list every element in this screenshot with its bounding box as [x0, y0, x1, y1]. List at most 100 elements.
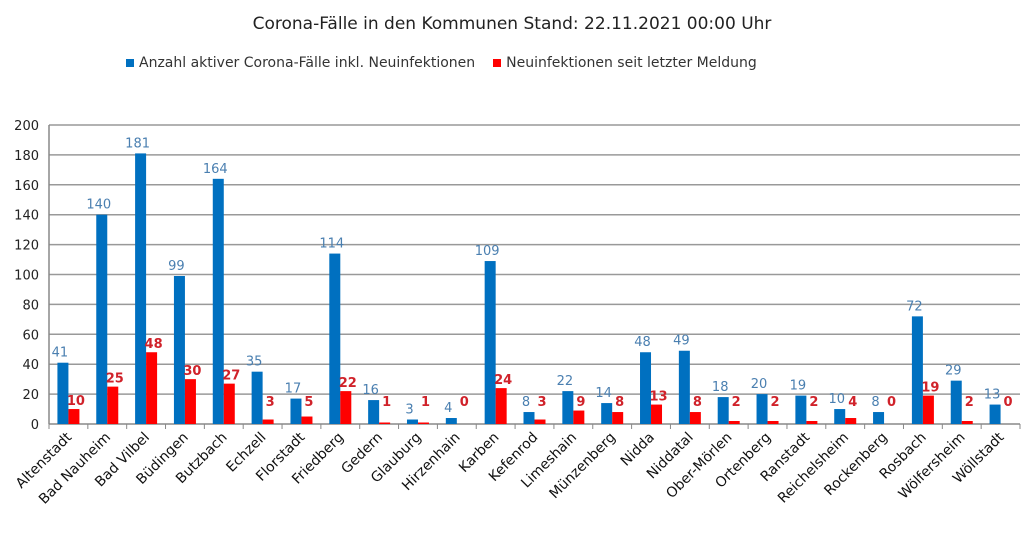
bar-active-cases [135, 153, 147, 424]
data-label-new: 8 [615, 395, 624, 410]
bar-new-infections [845, 418, 857, 424]
bar-new-infections [340, 391, 352, 424]
data-label-new: 4 [848, 395, 857, 410]
legend-label-active: Anzahl aktiver Corona-Fälle inkl. Neuinf… [139, 55, 476, 71]
data-label-new: 3 [537, 395, 546, 410]
bar-new-infections [922, 395, 934, 424]
data-label-active: 18 [712, 380, 729, 395]
data-label-new: 48 [145, 337, 163, 352]
data-label-new: 10 [67, 394, 85, 409]
data-label-new: 2 [771, 395, 780, 410]
legend-item-active: Anzahl aktiver Corona-Fälle inkl. Neuinf… [126, 55, 475, 71]
legend-item-new: Neuinfektionen seit letzter Meldung [493, 55, 757, 71]
bar-active-cases [911, 316, 923, 424]
y-tick-label: 180 [14, 149, 39, 164]
bar-active-cases [950, 380, 962, 424]
data-label-new: 2 [732, 395, 741, 410]
data-label-new: 13 [649, 390, 667, 405]
data-label-active: 99 [168, 259, 185, 274]
bar-active-cases [445, 418, 457, 424]
data-label-active: 72 [906, 299, 923, 314]
bar-active-cases [329, 253, 341, 424]
y-tick-label: 160 [14, 179, 39, 194]
bar-new-infections [961, 421, 973, 424]
y-tick-label: 0 [31, 418, 39, 433]
data-label-new: 22 [339, 376, 357, 391]
data-label-active: 14 [595, 386, 612, 401]
data-label-active: 41 [52, 346, 69, 361]
bar-new-infections [534, 419, 546, 424]
data-label-active: 19 [790, 379, 807, 394]
data-label-new: 3 [266, 395, 275, 410]
bar-active-cases [873, 412, 885, 424]
data-label-active: 114 [319, 237, 344, 252]
data-label-active: 10 [828, 392, 845, 407]
y-tick-label: 200 [14, 119, 39, 134]
data-label-new: 8 [693, 395, 702, 410]
bar-new-infections [767, 421, 779, 424]
bar-active-cases [601, 403, 613, 424]
data-label-active: 22 [557, 374, 574, 389]
legend: Anzahl aktiver Corona-Fälle inkl. Neuinf… [126, 55, 757, 71]
data-label-active: 109 [475, 244, 500, 259]
bar-active-cases [640, 352, 652, 424]
bar-new-infections [107, 386, 119, 424]
bar-active-cases [678, 350, 690, 424]
bar-new-infections [379, 422, 391, 424]
data-label-active: 13 [984, 388, 1001, 403]
data-label-active: 16 [362, 383, 379, 398]
data-label-new: 30 [183, 364, 201, 379]
bar-new-infections [573, 410, 585, 424]
y-tick-label: 140 [14, 209, 39, 224]
y-tick-label: 20 [22, 388, 39, 403]
data-label-active: 35 [246, 355, 263, 370]
data-label-active: 4 [444, 401, 452, 416]
y-tick-label: 120 [14, 239, 39, 254]
bar-active-cases [290, 398, 302, 424]
bar-new-infections [68, 409, 80, 424]
bar-new-infections [495, 388, 507, 424]
bar-active-cases [484, 261, 496, 424]
data-label-active: 29 [945, 364, 962, 379]
bar-active-cases [251, 371, 263, 424]
legend-swatch-new [493, 59, 502, 67]
bar-active-cases [368, 400, 380, 424]
y-tick-label: 100 [14, 269, 39, 284]
data-label-new: 0 [887, 395, 896, 410]
data-label-active: 181 [125, 136, 150, 151]
data-label-active: 164 [203, 162, 228, 177]
bar-new-infections [223, 383, 235, 424]
data-label-active: 8 [871, 395, 879, 410]
data-label-active: 17 [285, 382, 302, 397]
bar-active-cases [562, 391, 574, 424]
bar-new-infections [612, 412, 624, 424]
data-label-new: 24 [494, 373, 512, 388]
bar-active-cases [756, 394, 768, 424]
chart-title: Corona-Fälle in den Kommunen Stand: 22.1… [252, 14, 772, 34]
data-label-new: 27 [222, 369, 240, 384]
legend-label-new: Neuinfektionen seit letzter Meldung [506, 55, 757, 71]
data-label-new: 19 [921, 381, 939, 396]
data-label-new: 2 [965, 395, 974, 410]
data-label-active: 140 [86, 198, 111, 213]
y-tick-label: 60 [22, 328, 39, 343]
bar-active-cases [96, 214, 108, 424]
data-label-active: 48 [634, 335, 651, 350]
data-label-new: 0 [1004, 395, 1013, 410]
bar-active-cases [834, 409, 846, 424]
bar-new-infections [728, 421, 740, 424]
data-label-new: 2 [809, 395, 818, 410]
bar-active-cases [406, 419, 418, 424]
data-label-new: 1 [421, 395, 430, 410]
data-label-active: 20 [751, 377, 768, 392]
bar-active-cases [173, 275, 185, 424]
bar-active-cases [523, 412, 535, 424]
y-tick-label: 40 [22, 358, 39, 373]
bar-new-infections [301, 416, 313, 424]
bar-new-infections [651, 404, 663, 424]
bar-new-infections [806, 421, 818, 424]
bar-active-cases [717, 397, 729, 424]
data-label-new: 0 [460, 395, 469, 410]
legend-swatch-active [126, 59, 134, 67]
